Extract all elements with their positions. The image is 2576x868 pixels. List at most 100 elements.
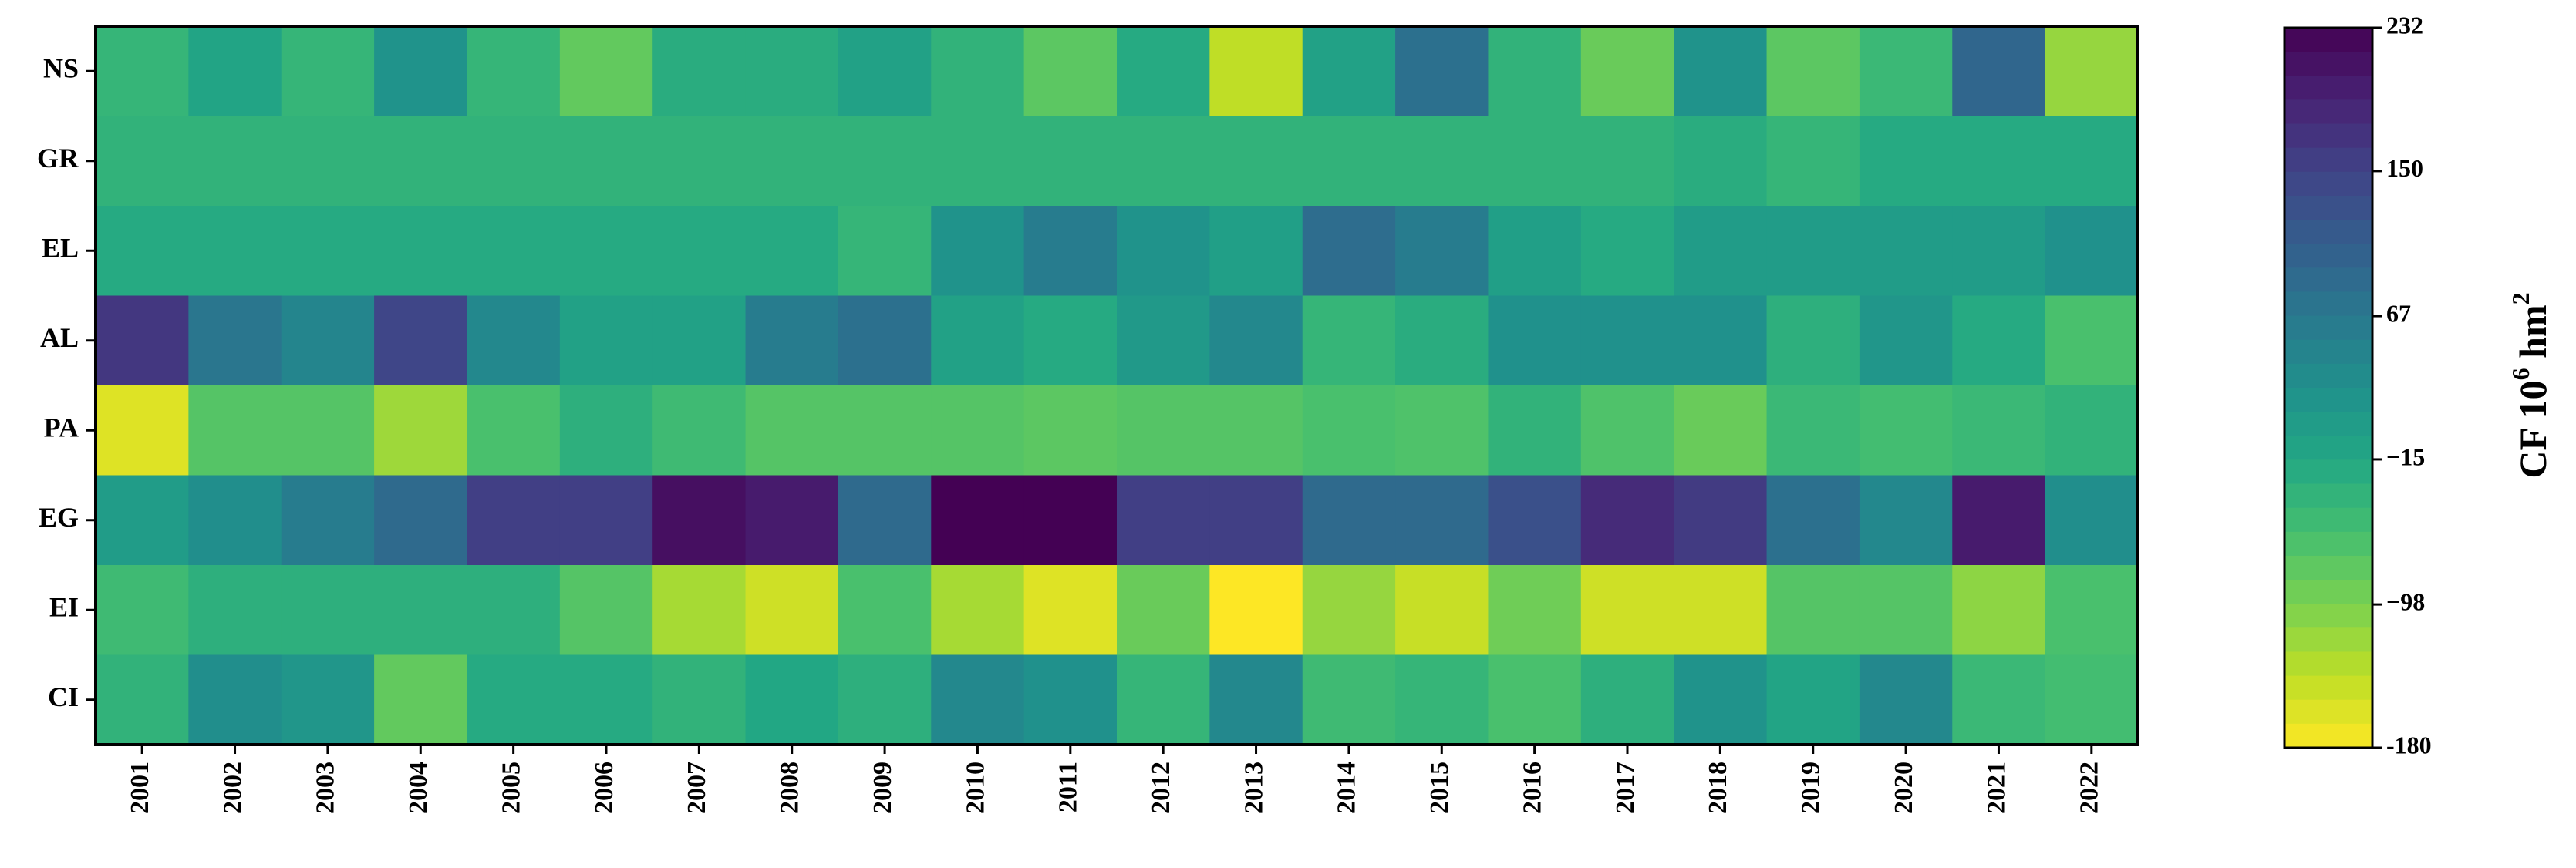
colorbar-band <box>2284 244 2372 268</box>
heatmap-cell-eg-2007 <box>652 475 747 566</box>
heatmap-cell-el-2011 <box>1023 206 1118 297</box>
column-label-2015: 2015 <box>1425 762 1454 814</box>
colorbar-tick-label: -180 <box>2386 731 2432 759</box>
heatmap-cell-al-2006 <box>559 295 653 386</box>
heatmap-cell-al-2002 <box>188 295 282 386</box>
heatmap-cell-gr-2004 <box>374 116 468 207</box>
heatmap-cell-ei-2020 <box>1859 565 1953 656</box>
heatmap-cell-ns-2001 <box>96 26 189 117</box>
heatmap-cell-ci-2008 <box>745 654 839 745</box>
heatmap-cell-ei-2011 <box>1023 565 1118 656</box>
heatmap-cell-al-2020 <box>1859 295 1953 386</box>
heatmap-cell-ci-2001 <box>96 654 189 745</box>
heatmap-cell-ci-2007 <box>652 654 747 745</box>
heatmap-cell-al-2003 <box>281 295 375 386</box>
heatmap-cell-eg-2021 <box>1952 475 2046 566</box>
heatmap-cell-eg-2018 <box>1674 475 1768 566</box>
colorbar-band <box>2284 604 2372 628</box>
heatmap-cell-ns-2008 <box>745 26 839 117</box>
heatmap-cell-gr-2021 <box>1952 116 2046 207</box>
heatmap-cell-ns-2020 <box>1859 26 1953 117</box>
heatmap-cell-ei-2010 <box>931 565 1025 656</box>
heatmap-cell-el-2004 <box>374 206 468 297</box>
column-label-2020: 2020 <box>1890 762 1918 814</box>
heatmap-cell-gr-2012 <box>1117 116 1210 207</box>
heatmap-cell-pa-2013 <box>1209 385 1303 476</box>
heatmap-cell-el-2007 <box>652 206 747 297</box>
heatmap-cell-ei-2012 <box>1117 565 1210 656</box>
column-label-2010: 2010 <box>961 762 990 814</box>
colorbar-band <box>2284 52 2372 76</box>
heatmap-cell-ns-2003 <box>281 26 375 117</box>
heatmap-cell-pa-2017 <box>1580 385 1674 476</box>
heatmap-cell-ns-2015 <box>1395 26 1489 117</box>
heatmap-cell-el-2014 <box>1302 206 1396 297</box>
column-label-2019: 2019 <box>1796 762 1825 814</box>
heatmap-cell-al-2014 <box>1302 295 1396 386</box>
column-label-2011: 2011 <box>1054 762 1083 812</box>
heatmap-cell-el-2001 <box>96 206 189 297</box>
heatmap-cell-ns-2021 <box>1952 26 2046 117</box>
heatmap-cell-ns-2010 <box>931 26 1025 117</box>
heatmap-cell-el-2012 <box>1117 206 1210 297</box>
column-label-2008: 2008 <box>775 762 804 814</box>
column-label-2021: 2021 <box>1982 762 2011 814</box>
heatmap-cell-ci-2004 <box>374 654 468 745</box>
heatmap-cell-al-2009 <box>838 295 932 386</box>
column-labels: 2001 2002 2003 2004 2005 2006 2007 2008 2009 2010… <box>126 745 2104 814</box>
colorbar-band <box>2284 723 2372 749</box>
heatmap-cell-gr-2008 <box>745 116 839 207</box>
heatmap-cell-gr-2007 <box>652 116 747 207</box>
heatmap-cell-eg-2001 <box>96 475 189 566</box>
row-label-ci: CI <box>48 681 79 712</box>
heatmap-cell-ns-2017 <box>1580 26 1674 117</box>
heatmap-cell-pa-2003 <box>281 385 375 476</box>
heatmap-cell-ei-2007 <box>652 565 747 656</box>
heatmap-cell-al-2001 <box>96 295 189 386</box>
column-label-2001: 2001 <box>126 762 154 814</box>
heatmap-cell-ns-2018 <box>1674 26 1768 117</box>
column-label-2003: 2003 <box>312 762 340 814</box>
column-label-2013: 2013 <box>1239 762 1268 814</box>
heatmap-cell-eg-2013 <box>1209 475 1303 566</box>
column-label-2018: 2018 <box>1704 762 1732 814</box>
heatmap-cell-pa-2002 <box>188 385 282 476</box>
colorbar-band <box>2284 195 2372 220</box>
heatmap-cell-gr-2003 <box>281 116 375 207</box>
heatmap-cell-ei-2002 <box>188 565 282 656</box>
colorbar-band <box>2284 28 2372 52</box>
heatmap-cell-ei-2019 <box>1766 565 1860 656</box>
heatmap-cell-ci-2014 <box>1302 654 1396 745</box>
row-label-ns: NS <box>43 53 79 84</box>
heatmap-cell-ns-2005 <box>467 26 561 117</box>
colorbar-band <box>2284 76 2372 100</box>
heatmap-cell-gr-2009 <box>838 116 932 207</box>
colorbar-label-sup: 6 <box>2507 368 2534 380</box>
row-label-ei: EI <box>49 592 79 623</box>
heatmap-cell-al-2012 <box>1117 295 1210 386</box>
colorbar-label-sup2: 2 <box>2507 292 2534 304</box>
colorbar-band <box>2284 459 2372 485</box>
colorbar-label-mid: hm <box>2511 304 2554 368</box>
heatmap-cell-gr-2006 <box>559 116 653 207</box>
heatmap-cell-pa-2010 <box>931 385 1025 476</box>
heatmap-cell-ei-2003 <box>281 565 375 656</box>
colorbar-tick-label: −98 <box>2386 587 2425 615</box>
heatmap-cell-pa-2005 <box>467 385 561 476</box>
heatmap-cell-ci-2016 <box>1488 654 1582 745</box>
heatmap-cell-gr-2002 <box>188 116 282 207</box>
colorbar-label-prefix: CF 10 <box>2511 380 2554 478</box>
heatmap-cell-el-2009 <box>838 206 932 297</box>
colorbar-band <box>2284 531 2372 557</box>
colorbar-band <box>2284 699 2372 725</box>
heatmap-cell-ci-2022 <box>2045 654 2139 745</box>
heatmap-cell-el-2022 <box>2045 206 2139 297</box>
heatmap-cell-ci-2009 <box>838 654 932 745</box>
heatmap-cell-eg-2015 <box>1395 475 1489 566</box>
heatmap-cell-al-2007 <box>652 295 747 386</box>
colorbar-frame <box>2283 26 2374 749</box>
heatmap-cell-el-2020 <box>1859 206 1953 297</box>
heatmap-cell-ns-2013 <box>1209 26 1303 117</box>
heatmap-cell-ci-2006 <box>559 654 653 745</box>
column-label-2022: 2022 <box>2075 762 2104 814</box>
